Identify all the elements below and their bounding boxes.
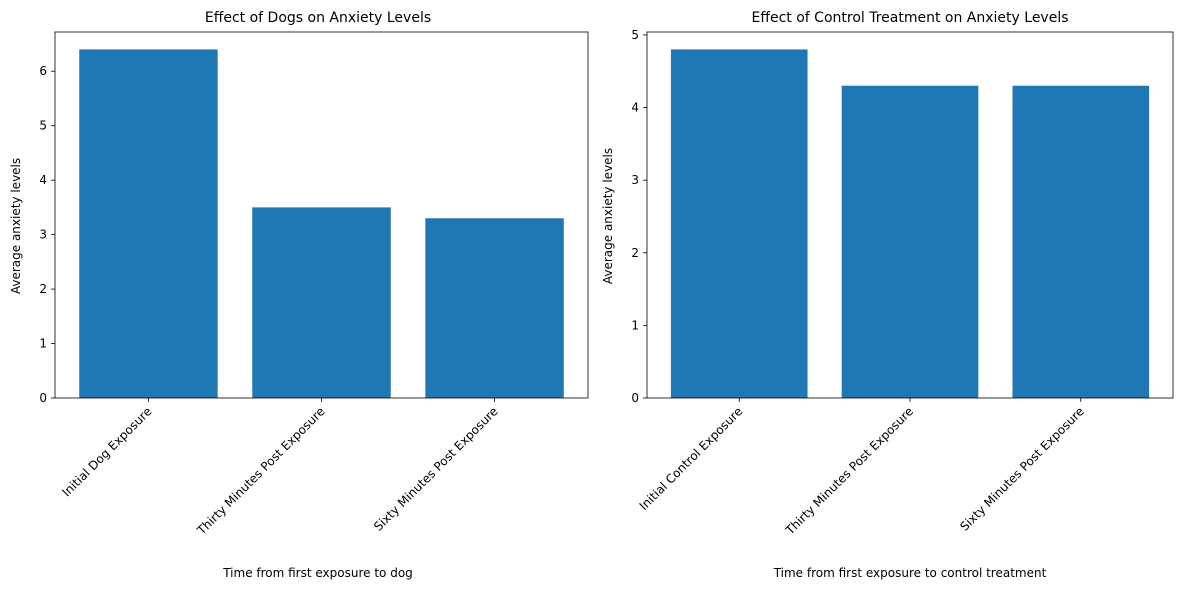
y-tick-label: 6 — [39, 64, 47, 78]
y-tick-label: 1 — [631, 318, 639, 332]
bar — [79, 49, 218, 399]
chart-control: Effect of Control Treatment on Anxiety L… — [601, 10, 1174, 580]
y-tick-label: 2 — [39, 282, 47, 296]
y-tick-label: 4 — [631, 101, 639, 115]
bar — [841, 85, 979, 398]
x-tick-label: Sixty Minutes Post Exposure — [957, 404, 1087, 534]
y-axis-label: Average anxiety levels — [9, 158, 23, 294]
bar — [252, 207, 391, 398]
x-axis-label: Time from first exposure to dog — [222, 566, 413, 580]
y-tick-label: 1 — [39, 337, 47, 351]
y-tick-label: 3 — [631, 173, 639, 187]
y-tick-label: 5 — [631, 28, 639, 42]
x-tick-label: Initial Dog Exposure — [59, 404, 154, 499]
chart-dogs: Effect of Dogs on Anxiety Levels Average… — [9, 10, 589, 580]
y-axis-label: Average anxiety levels — [601, 148, 615, 284]
y-tick-label: 3 — [39, 228, 47, 242]
y-tick-label: 2 — [631, 246, 639, 260]
bar — [1012, 85, 1150, 398]
chart-title: Effect of Control Treatment on Anxiety L… — [751, 10, 1068, 26]
bar — [425, 218, 564, 398]
y-tick-label: 5 — [39, 119, 47, 133]
y-tick-label: 4 — [39, 173, 47, 187]
x-axis-label: Time from first exposure to control trea… — [773, 566, 1047, 580]
y-tick-label: 0 — [631, 391, 639, 405]
plot-area: 0 1 2 3 4 5 6 Initial Dog Exposure Thirty Minute… — [39, 31, 589, 538]
bar — [670, 49, 808, 399]
chart-title: Effect of Dogs on Anxiety Levels — [205, 10, 431, 26]
x-tick-label: Sixty Minutes Post Exposure — [371, 404, 501, 534]
x-tick-label: Thirty Minutes Post Exposure — [782, 404, 916, 538]
x-tick-label: Thirty Minutes Post Exposure — [194, 404, 328, 538]
y-tick-label: 0 — [39, 391, 47, 405]
plot-area: 0 1 2 3 4 5 Initial Control Exposure Thirty Min… — [631, 28, 1174, 538]
x-tick-label: Initial Control Exposure — [637, 404, 746, 513]
